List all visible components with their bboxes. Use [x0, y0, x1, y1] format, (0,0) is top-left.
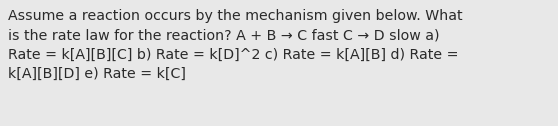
Text: Assume a reaction occurs by the mechanism given below. What
is the rate law for : Assume a reaction occurs by the mechanis…	[8, 9, 463, 81]
